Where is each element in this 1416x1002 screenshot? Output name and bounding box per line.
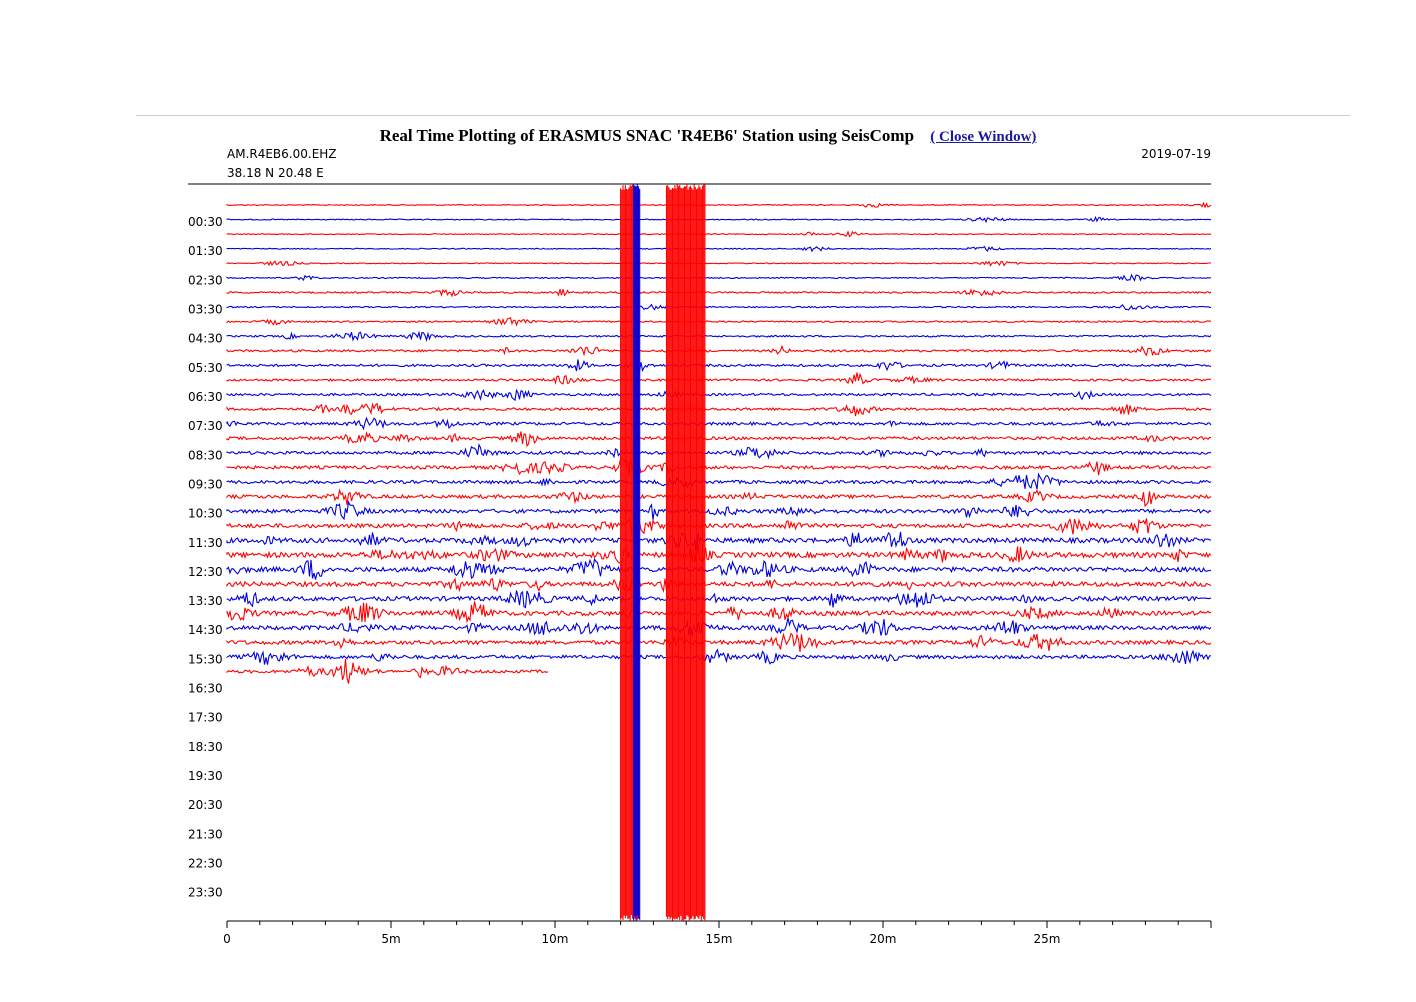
y-tick-label: 14:30 [188, 623, 223, 637]
trace-line [226, 531, 1212, 553]
close-window-link[interactable]: ( Close Window) [930, 129, 1037, 145]
y-tick-label: 09:30 [188, 477, 223, 491]
y-tick-label: 20:30 [188, 798, 223, 812]
trace-line [226, 456, 1212, 477]
y-tick-label: 18:30 [188, 740, 223, 754]
y-axis: 00:30 01:30 02:30 03:30 04:30 05:30 06:30 07:30… [188, 215, 223, 900]
top-divider [136, 115, 1350, 116]
station-code: AM.R4EB6.00.EHZ [227, 147, 337, 161]
trace-line [226, 443, 1212, 460]
trace-line [226, 648, 1212, 665]
page-title: Real Time Plotting of ERASMUS SNAC 'R4EB… [0, 126, 1416, 146]
trace-line [226, 557, 1212, 580]
page-title-text: Real Time Plotting of ERASMUS SNAC 'R4EB… [379, 126, 915, 145]
x-tick-label: 15m [706, 932, 733, 946]
event-group [620, 184, 706, 921]
y-tick-label: 04:30 [188, 332, 223, 346]
trace-line [226, 230, 1212, 238]
y-tick-label: 21:30 [188, 827, 223, 841]
trace-line [226, 617, 1212, 637]
trace-line [226, 500, 1212, 521]
y-tick-label: 19:30 [188, 769, 223, 783]
trace-line [226, 544, 1212, 564]
trace-line [226, 402, 1212, 417]
trace-group [226, 201, 1212, 684]
trace-line [226, 344, 1212, 357]
x-tick-label: 20m [870, 932, 897, 946]
y-tick-label: 02:30 [188, 273, 223, 287]
x-tick-label: 10m [542, 932, 569, 946]
trace-line [226, 330, 1212, 343]
trace-line [226, 472, 1212, 490]
trace-line [226, 517, 1212, 535]
trace-line [226, 273, 1212, 282]
trace-line [226, 288, 1212, 298]
trace-line [226, 659, 549, 684]
trace-line [226, 372, 1212, 385]
station-location: 38.18 N 20.48 E [227, 166, 324, 180]
trace-line [226, 416, 1212, 431]
y-tick-label: 06:30 [188, 390, 223, 404]
trace-line [226, 632, 1212, 652]
x-tick-label: 0 [223, 932, 231, 946]
y-tick-label: 05:30 [188, 361, 223, 375]
trace-line [226, 359, 1212, 373]
event-burst [633, 184, 641, 921]
trace-line [226, 317, 1212, 327]
trace-line [226, 245, 1212, 253]
trace-line [226, 601, 1212, 624]
x-tick-label: 25m [1034, 932, 1061, 946]
x-tick-label: 5m [381, 932, 400, 946]
y-tick-label: 11:30 [188, 536, 223, 550]
y-tick-label: 03:30 [188, 302, 223, 316]
trace-line [226, 577, 1212, 593]
y-tick-label: 12:30 [188, 565, 223, 579]
y-tick-label: 07:30 [188, 419, 223, 433]
y-tick-label: 16:30 [188, 682, 223, 696]
y-tick-label: 22:30 [188, 857, 223, 871]
y-tick-label: 01:30 [188, 244, 223, 258]
trace-line [226, 303, 1212, 311]
trace-line [226, 388, 1212, 402]
trace-line [226, 201, 1212, 209]
y-tick-label: 08:30 [188, 448, 223, 462]
trace-line [226, 215, 1212, 224]
trace-line [226, 488, 1212, 508]
y-tick-label: 13:30 [188, 594, 223, 608]
x-axis-ticks: 0 5m 10m 15m 20m 25m [223, 921, 1212, 946]
trace-line [226, 590, 1212, 609]
trace-line [226, 431, 1212, 448]
plot-date: 2019-07-19 [1141, 147, 1211, 161]
y-tick-label: 17:30 [188, 711, 223, 725]
y-tick-label: 23:30 [188, 886, 223, 900]
event-burst [665, 184, 706, 921]
y-tick-label: 00:30 [188, 215, 223, 229]
trace-line [226, 260, 1212, 267]
y-tick-label: 15:30 [188, 652, 223, 666]
y-tick-label: 10:30 [188, 507, 223, 521]
